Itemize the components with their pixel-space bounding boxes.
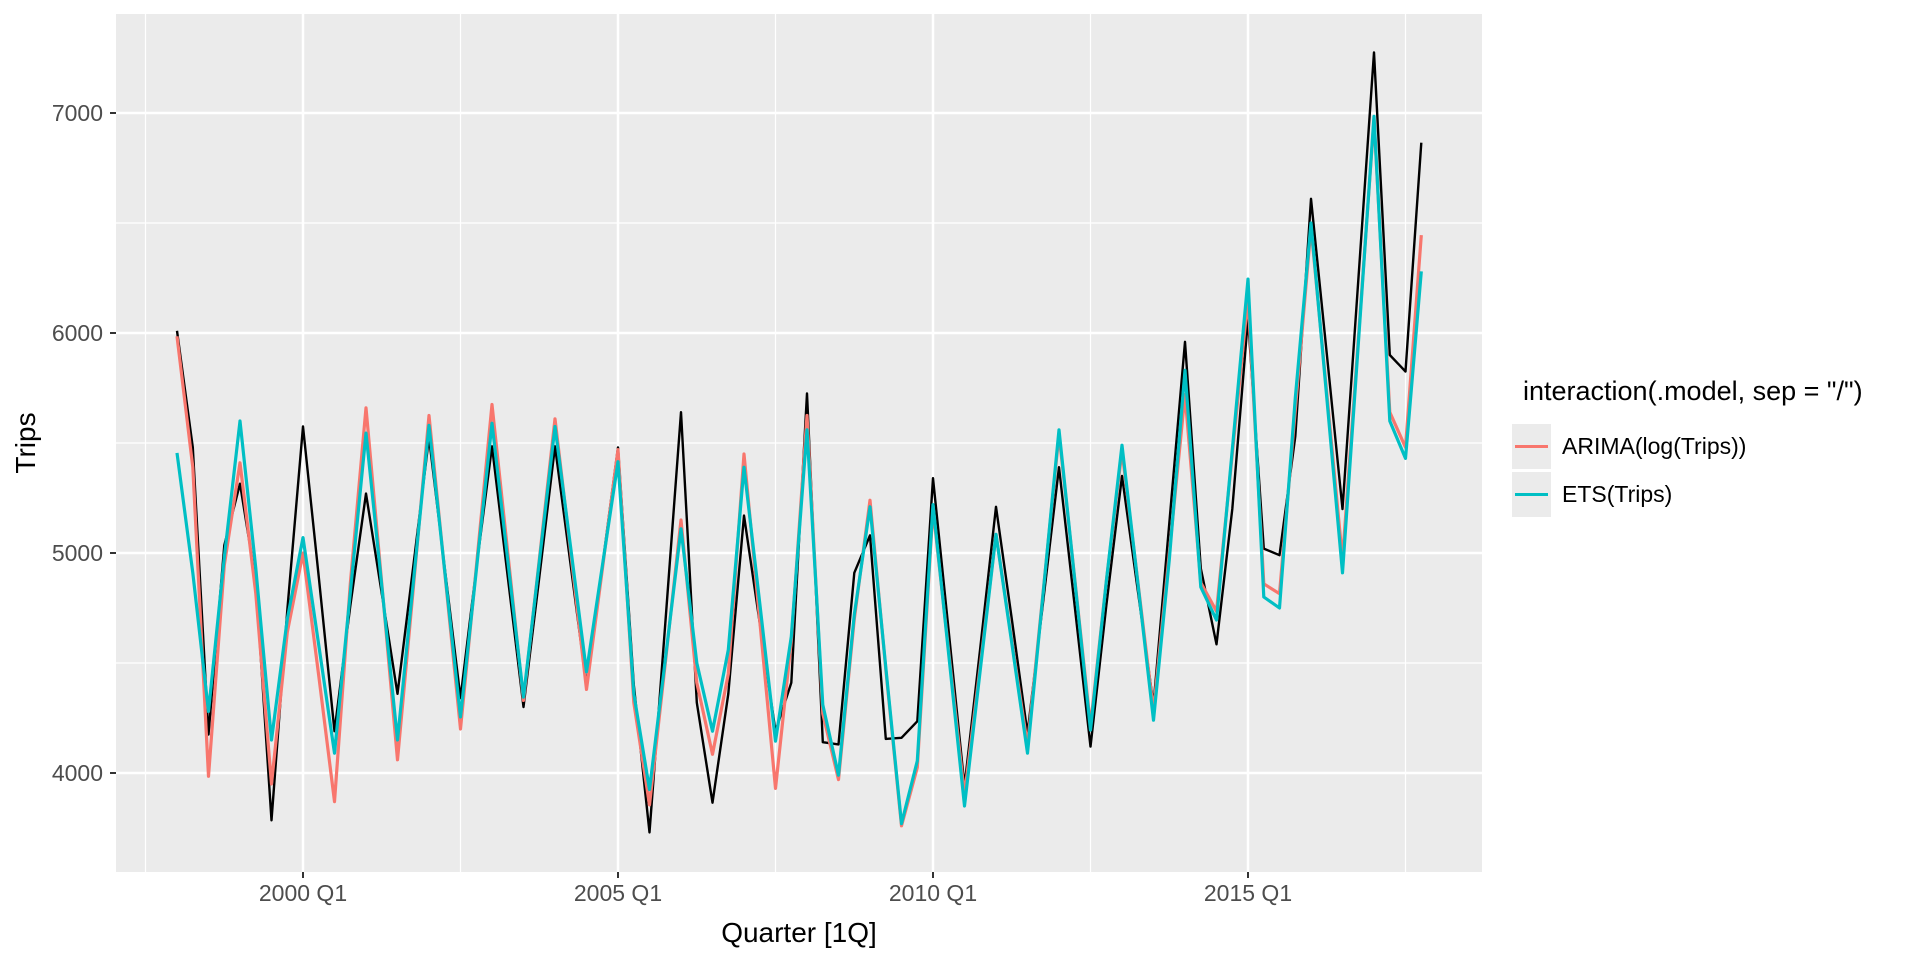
y-tick-label: 4000 (52, 760, 103, 786)
y-tick-label: 7000 (52, 100, 103, 126)
series-line-ets-trips (175, 114, 1423, 826)
x-axis-title: Quarter [1Q] (721, 917, 877, 948)
x-tick-label: 2010 Q1 (889, 880, 977, 906)
legend-line-icon (1515, 445, 1548, 448)
legend-label-ets: ETS(Trips) (1562, 481, 1673, 507)
x-tick-label: 2000 Q1 (259, 880, 347, 906)
legend-key-ets (1512, 472, 1551, 517)
legend-line-icon (1515, 493, 1548, 496)
x-tick-label: 2005 Q1 (574, 880, 662, 906)
legend-item-arima: ARIMA(log(Trips)) (1512, 424, 1912, 469)
y-tick-label: 6000 (52, 320, 103, 346)
x-tick-label: 2015 Q1 (1204, 880, 1292, 906)
legend-title: interaction(.model, sep = "/") (1523, 376, 1863, 406)
legend-key-arima (1512, 424, 1551, 469)
legend-item-ets: ETS(Trips) (1512, 472, 1912, 517)
y-axis-title: Trips (10, 412, 41, 474)
legend-label-arima: ARIMA(log(Trips)) (1562, 433, 1747, 459)
y-tick-label: 5000 (52, 540, 103, 566)
legend: interaction(.model, sep = "/") ARIMA(log… (1512, 376, 1912, 520)
